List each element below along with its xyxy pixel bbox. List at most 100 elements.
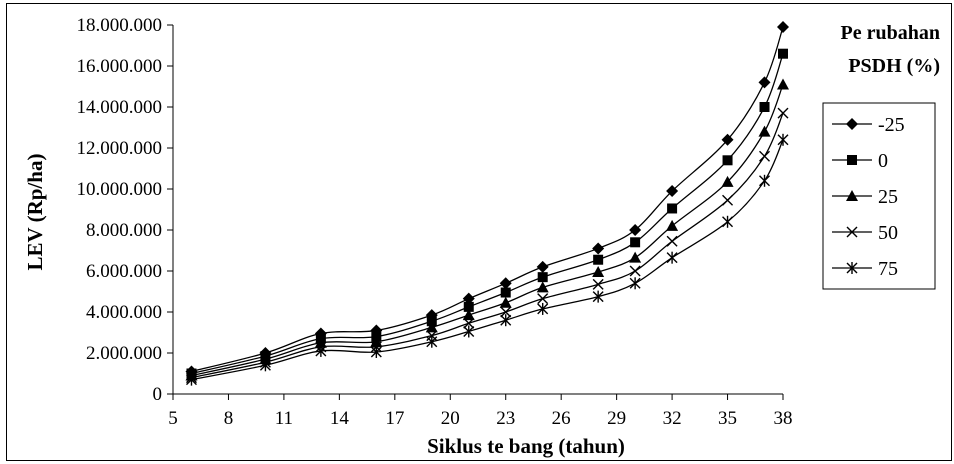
legend-label: 25 xyxy=(878,186,898,208)
star-marker xyxy=(759,174,771,187)
square-marker xyxy=(463,301,474,312)
square-marker xyxy=(630,237,641,248)
x-tick-label: 32 xyxy=(663,408,682,429)
y-tick-label: 8.000.000 xyxy=(86,220,162,241)
x-tick-label: 29 xyxy=(607,408,626,429)
diamond-marker xyxy=(462,292,475,305)
series-25 xyxy=(185,78,789,381)
triangle-marker xyxy=(592,266,605,278)
x-tick-label: 17 xyxy=(385,408,404,429)
square-marker xyxy=(500,287,511,298)
triangle-marker xyxy=(462,309,475,321)
x-axis-title: Siklus te bang (tahun) xyxy=(427,434,625,458)
star-marker xyxy=(777,133,789,146)
star-marker xyxy=(592,290,604,303)
y-tick-label: 14.000.000 xyxy=(77,97,163,118)
legend: -25 0 25 50 75 xyxy=(822,102,936,290)
star-marker xyxy=(629,277,641,290)
square-marker xyxy=(759,102,770,112)
series-line xyxy=(191,112,784,379)
y-tick-label: 0 xyxy=(153,384,163,405)
y-axis-title: LEV (Rp/ha) xyxy=(23,154,47,271)
legend-item: 25 xyxy=(832,186,898,208)
series-line xyxy=(191,26,784,373)
legend-item: -25 xyxy=(832,114,905,136)
x-tick-label: 35 xyxy=(718,408,737,429)
y-tick-label: 6.000.000 xyxy=(86,261,162,282)
series--25 xyxy=(185,21,789,378)
x-marker xyxy=(777,107,789,119)
star-marker xyxy=(666,251,678,264)
diamond-marker xyxy=(846,118,858,130)
y-tick-label: 2.000.000 xyxy=(86,343,162,364)
chart-frame xyxy=(6,3,952,461)
x-marker xyxy=(463,317,475,329)
triangle-marker xyxy=(758,125,771,137)
star-marker xyxy=(426,335,438,348)
star-marker xyxy=(722,215,734,228)
legend-title-line-1: Pe rubahan xyxy=(841,22,940,44)
x-marker xyxy=(722,194,734,206)
series-line xyxy=(191,139,784,381)
diamond-marker xyxy=(629,224,642,236)
series-50 xyxy=(185,107,789,384)
star-marker xyxy=(259,359,271,372)
triangle-marker xyxy=(499,296,512,308)
y-tick-label: 16.000.000 xyxy=(77,56,163,77)
star-marker xyxy=(315,344,327,357)
y-tick-label: 18.000.000 xyxy=(77,15,163,36)
diamond-marker xyxy=(777,21,789,34)
x-tick-label: 20 xyxy=(441,408,460,429)
x-tick-label: 14 xyxy=(330,408,350,429)
diamond-marker xyxy=(721,133,734,146)
x-tick-label: 23 xyxy=(496,408,515,429)
legend-label: 0 xyxy=(878,150,888,172)
square-marker xyxy=(593,254,604,265)
square-marker xyxy=(722,155,733,166)
x-marker xyxy=(629,265,641,277)
square-marker xyxy=(426,316,437,327)
x-tick-label: 38 xyxy=(774,408,793,429)
star-marker xyxy=(463,325,475,338)
legend-title-line-2: PSDH (%) xyxy=(848,55,940,77)
triangle-marker xyxy=(425,321,438,333)
series-line xyxy=(191,84,784,377)
legend-item: 0 xyxy=(832,150,888,172)
diamond-marker xyxy=(592,242,605,255)
diamond-marker xyxy=(758,76,771,89)
x-marker xyxy=(759,150,771,162)
triangle-marker xyxy=(777,78,789,90)
triangle-marker xyxy=(629,251,642,263)
square-marker xyxy=(667,203,678,214)
diamond-marker xyxy=(536,260,549,273)
diamond-marker xyxy=(666,185,679,198)
square-marker xyxy=(778,48,788,59)
triangle-marker xyxy=(721,175,734,187)
x-tick-label: 5 xyxy=(168,408,178,429)
x-marker xyxy=(846,226,858,238)
series-layer xyxy=(185,21,789,386)
x-marker xyxy=(537,293,549,305)
x-axis-ticks: 5 8 11 14 17 20 23 26 29 32 35 38 xyxy=(168,394,793,429)
legend-label: -25 xyxy=(878,114,905,136)
series-75 xyxy=(185,133,789,386)
legend-item: 75 xyxy=(832,258,898,280)
x-marker xyxy=(592,278,604,290)
plot-area xyxy=(172,25,783,395)
triangle-marker xyxy=(846,190,858,201)
y-axis-ticks: 0 2.000.000 4.000.000 6.000.000 8.000.000 10.… xyxy=(77,15,173,405)
x-tick-label: 8 xyxy=(224,408,234,429)
series-0 xyxy=(186,48,788,379)
square-marker xyxy=(847,155,857,165)
triangle-marker xyxy=(536,281,549,293)
triangle-marker xyxy=(314,336,327,348)
legend-label: 50 xyxy=(878,222,898,244)
legend-label: 75 xyxy=(878,258,898,280)
star-marker xyxy=(537,302,549,315)
x-tick-label: 11 xyxy=(275,408,293,429)
diamond-marker xyxy=(499,277,512,290)
x-tick-label: 26 xyxy=(552,408,571,429)
legend-item: 50 xyxy=(832,222,898,244)
x-marker xyxy=(666,235,678,247)
